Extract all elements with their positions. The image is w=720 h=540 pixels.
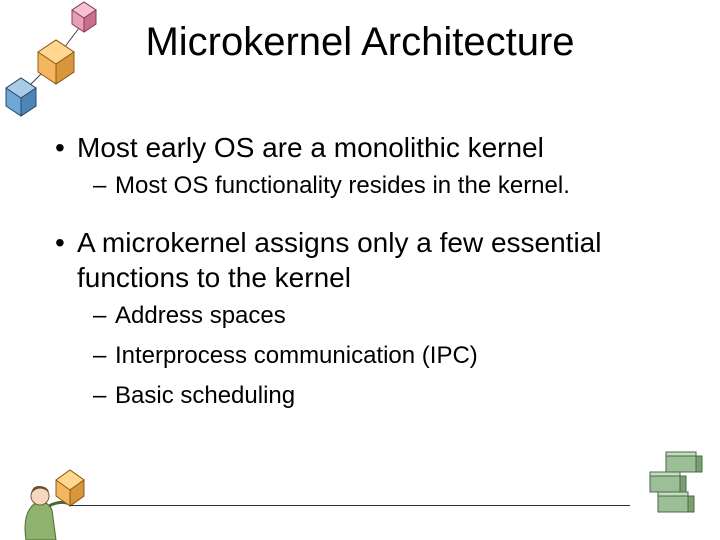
stacked-blocks-icon — [610, 440, 710, 530]
bullet-l1: Most early OS are a monolithic kernel — [55, 130, 675, 165]
bullet-l1: A microkernel assigns only a few essenti… — [55, 225, 675, 295]
bullet-l2: Interprocess communication (IPC) — [55, 341, 675, 371]
bullet-l2: Most OS functionality resides in the ker… — [55, 171, 675, 201]
slide-title: Microkernel Architecture — [0, 20, 720, 65]
slide-body: Most early OS are a monolithic kernel Mo… — [55, 130, 675, 421]
person-box-icon — [0, 450, 120, 540]
bullet-l2: Basic scheduling — [55, 381, 675, 411]
bullet-l2: Address spaces — [55, 301, 675, 331]
slide: Microkernel Architecture Most early OS a… — [0, 0, 720, 540]
footer-divider — [70, 505, 630, 506]
